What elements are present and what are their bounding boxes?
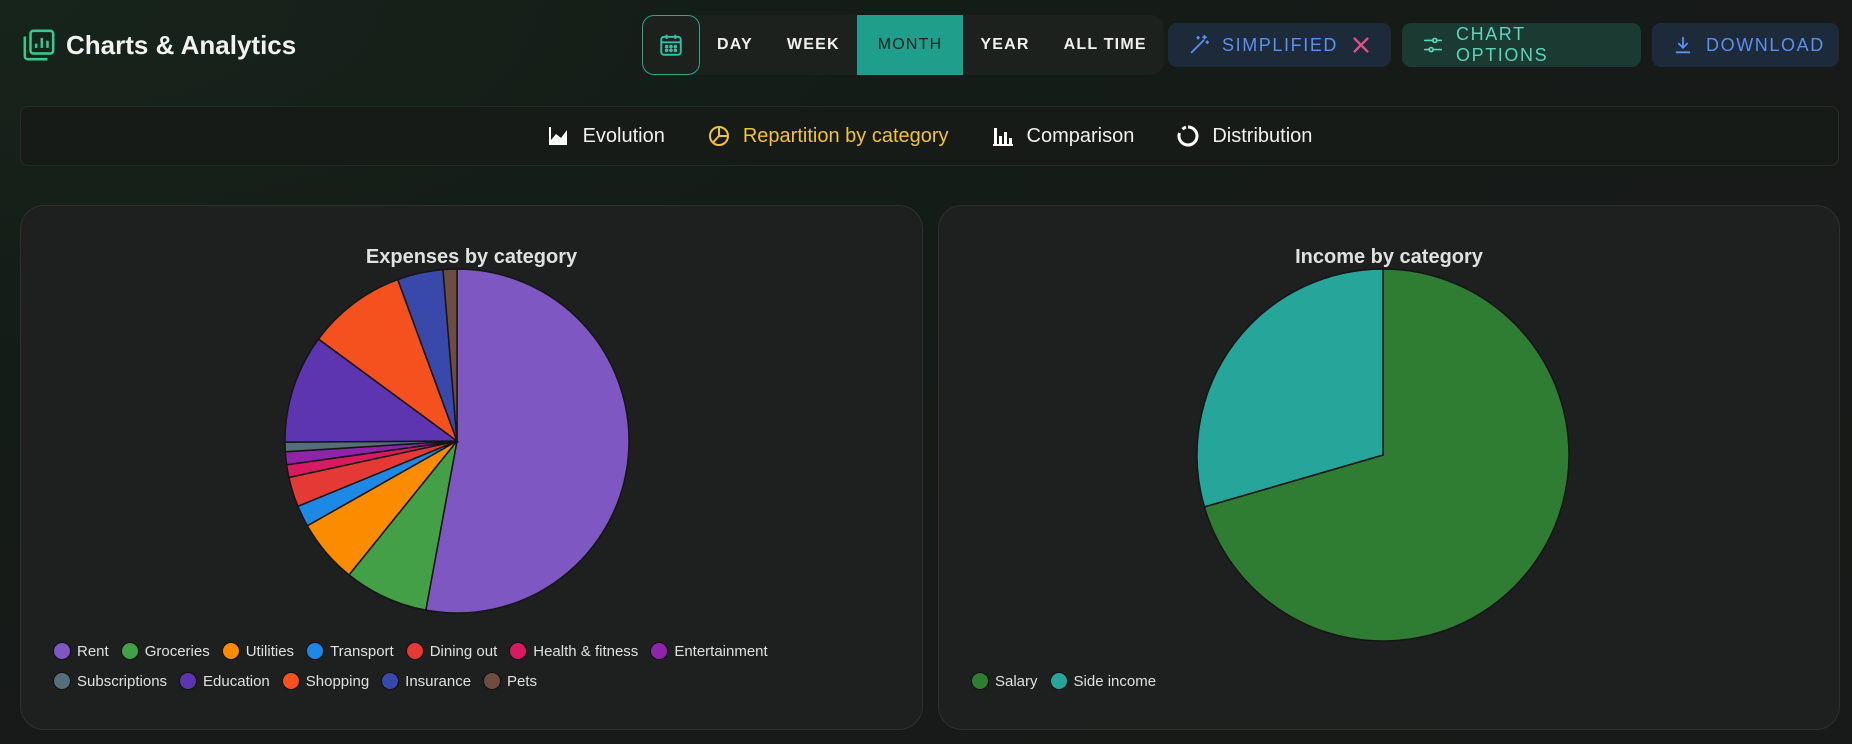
legend-item-transport[interactable]: Transport [306,642,394,660]
legend-item-shopping[interactable]: Shopping [281,672,370,690]
legend-item-groceries[interactable]: Groceries [120,642,210,660]
tab-distribution-label: Distribution [1212,124,1313,147]
expenses-legend: Rent Groceries Utilities Transport Dining ou… [53,636,780,696]
legend-label: Insurance [405,672,472,690]
legend-label: Dining out [429,642,498,660]
legend-swatch [306,642,325,660]
legend-label: Salary [995,672,1038,690]
close-icon[interactable] [1350,34,1372,56]
legend-item-dining-out[interactable]: Dining out [405,642,498,660]
simplified-button[interactable]: SIMPLIFIED [1168,23,1391,67]
page-title: Charts & Analytics [66,29,297,60]
legend-label: Health & fitness [533,642,639,660]
tab-repartition-label: Repartition by category [742,124,949,147]
pie-chart-icon [708,126,729,146]
area-chart-icon [548,127,567,145]
legend-swatch [53,642,71,660]
legend-item-health-and-fitness[interactable]: Health & fitness [509,642,638,660]
pie-slice-side-income[interactable] [1196,268,1384,508]
pie-slice-education[interactable] [284,337,460,443]
pie-slice-pets[interactable] [442,268,458,442]
period-day[interactable]: DAY [717,36,753,53]
legend-label: Utilities [245,642,295,660]
legend-swatch [120,642,139,660]
legend-label: Side income [1073,672,1157,690]
legend-swatch [281,672,300,690]
income-pie-chart [1196,268,1570,642]
tab-comparison-label: Comparison [1026,124,1135,147]
legend-swatch [53,672,71,690]
legend-row: Rent Groceries Utilities Transport Dining ou… [53,636,780,666]
income-chart-title: Income by category [1295,246,1483,268]
legend-swatch [405,642,424,660]
analytics-icon [23,29,55,61]
legend-swatch [650,642,669,660]
legend-item-rent[interactable]: Rent [53,642,109,660]
legend-item-entertainment[interactable]: Entertainment [650,642,768,660]
period-all-time[interactable]: ALL TIME [1063,36,1147,53]
legend-item-pets[interactable]: Pets [483,672,537,690]
tab-comparison[interactable]: Comparison [991,124,1135,148]
legend-label: Groceries [144,642,210,660]
legend-label: Entertainment [674,642,768,660]
legend-row: Salary Side income [971,666,1168,696]
legend-swatch [971,672,989,690]
download-icon [1675,36,1691,54]
tab-evolution-label: Evolution [582,124,665,147]
income-legend: Salary Side income [971,666,1168,696]
bar-chart-icon [992,128,1013,146]
legend-item-side-income[interactable]: Side income [1049,672,1157,690]
chart-options-label: CHART OPTIONS [1456,24,1549,65]
tab-distribution[interactable]: Distribution [1176,124,1312,148]
calendar-button[interactable] [642,15,700,75]
expenses-chart-title: Expenses by category [365,246,578,268]
chart-options-button[interactable]: CHART OPTIONS [1402,23,1641,67]
legend-label: Pets [507,672,538,690]
download-button[interactable]: DOWNLOAD [1652,23,1839,67]
legend-label: Shopping [305,672,370,690]
sliders-icon [1423,37,1443,53]
legend-item-subscriptions[interactable]: Subscriptions [53,672,167,690]
tab-repartition[interactable]: Repartition by category [707,124,949,148]
expenses-chart-card: Expenses by category Rent Groceries Utilit… [20,205,923,730]
pie-slice-shopping[interactable] [317,278,459,444]
legend-row: Subscriptions Education Shopping Insurance P… [53,666,780,696]
simplified-label: SIMPLIFIED [1222,34,1339,55]
legend-label: Rent [77,642,109,660]
legend-item-salary[interactable]: Salary [971,672,1038,690]
calendar-icon [660,34,682,56]
pie-slice-rent[interactable] [424,268,630,614]
tab-evolution[interactable]: Evolution [547,124,665,148]
income-chart-card: Income by category Salary Side income [938,205,1840,730]
legend-label: Subscriptions [77,672,168,690]
legend-swatch [1049,672,1068,690]
period-week[interactable]: WEEK [786,36,840,53]
brand: Charts & Analytics [22,28,296,62]
legend-item-insurance[interactable]: Insurance [381,672,471,690]
legend-swatch [509,642,528,660]
expenses-pie-chart [284,268,630,614]
period-year[interactable]: YEAR [980,36,1030,53]
legend-item-utilities[interactable]: Utilities [221,642,295,660]
chart-type-tabs: Evolution Repartition by category Compar… [20,106,1839,166]
period-selector: DAY WEEK MONTH YEAR ALL TIME [642,15,1164,75]
legend-label: Transport [330,642,394,660]
legend-label: Education [203,672,270,690]
legend-swatch [221,642,240,660]
period-month[interactable]: MONTH [856,15,964,75]
legend-swatch [483,672,502,690]
legend-swatch [381,672,400,690]
download-label: DOWNLOAD [1706,34,1825,55]
top-bar: Charts & Analytics DAY WEEK MONTH YEAR A… [0,0,1852,92]
legend-swatch [179,672,198,690]
pie-slice-salary[interactable] [1203,268,1570,642]
magic-wand-icon [1190,34,1210,54]
legend-item-education[interactable]: Education [179,672,270,690]
donut-chart-icon [1177,125,1199,147]
